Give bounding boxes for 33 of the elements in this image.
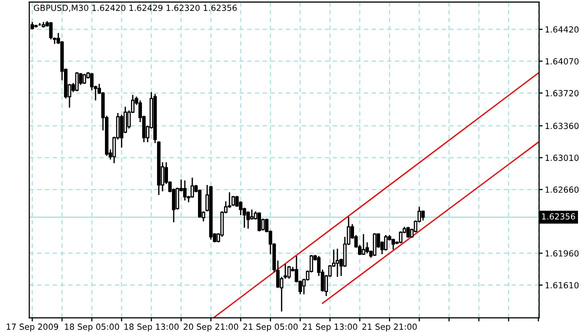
chart-title: GBPUSD,M30 1.62420 1.62429 1.62320 1.62356 <box>34 4 237 12</box>
candlestick <box>392 238 395 250</box>
y-tick-label: 1.64420 <box>546 26 579 33</box>
x-tick-label: 21 Sep 13:00 <box>302 324 358 332</box>
y-tick-label: 1.61610 <box>546 282 579 288</box>
y-tick-label: 1.63360 <box>546 122 579 130</box>
y-tick-label: 1.62660 <box>546 186 579 193</box>
x-tick-label: 21 Sep 21:00 <box>362 324 417 332</box>
candlestick <box>246 210 250 230</box>
candlestick <box>183 180 187 202</box>
candlestick <box>90 72 94 91</box>
candlestick <box>362 233 366 256</box>
y-tick-label: 1.61960 <box>546 250 579 257</box>
y-tick-label: 1.64070 <box>546 58 579 64</box>
candlestick <box>384 234 388 252</box>
candlestick <box>250 208 254 220</box>
x-tick-label: 18 Sep 13:00 <box>124 324 179 332</box>
candlestick <box>49 21 53 40</box>
x-tick-label: 17 Sep 2009 <box>6 324 58 332</box>
candlestick <box>336 248 340 278</box>
x-tick-label: 18 Sep 05:00 <box>64 324 120 332</box>
y-tick-label: 1.63010 <box>546 154 579 161</box>
candlestick <box>190 177 194 198</box>
candlestick <box>287 265 291 280</box>
x-tick-label: 20 Sep 21:00 <box>184 324 238 332</box>
y-tick-label: 1.63720 <box>546 90 579 96</box>
x-tick-label: 21 Sep 05:00 <box>243 324 298 332</box>
candlestick <box>421 210 425 222</box>
candlestick <box>75 71 79 92</box>
candlestick <box>258 212 262 232</box>
ref-line-label: 1.62356 <box>542 213 576 220</box>
candlestick <box>372 232 376 257</box>
candlestick <box>82 73 86 85</box>
